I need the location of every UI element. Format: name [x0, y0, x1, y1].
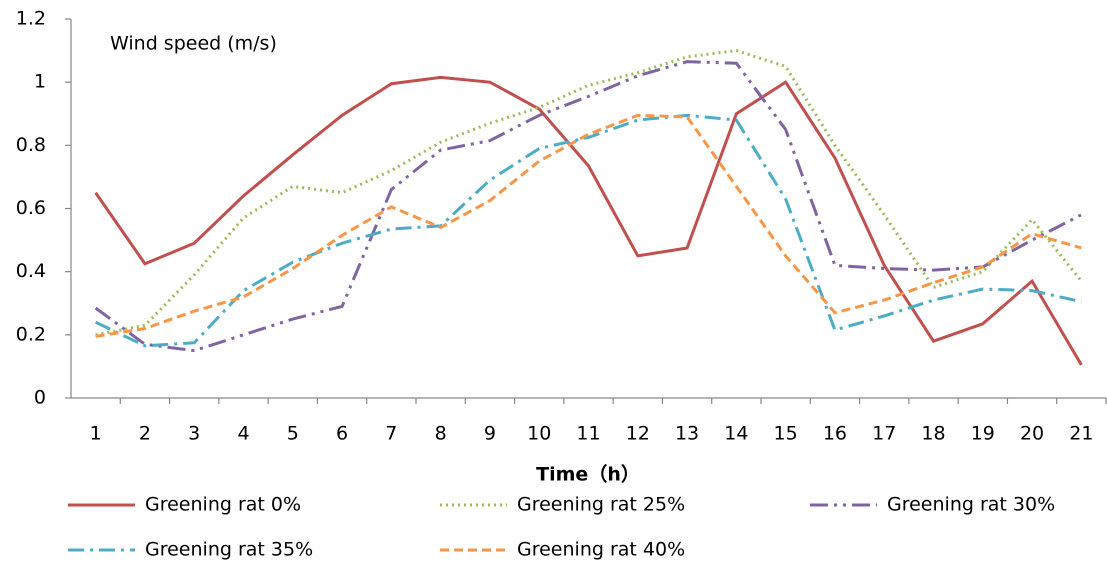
x-tick-label: 2	[139, 423, 151, 445]
x-tick-label: 19	[971, 423, 995, 445]
y-tick-label: 1	[34, 71, 46, 93]
x-tick-label: 3	[188, 423, 200, 445]
y-tick-label: 0.4	[16, 260, 46, 282]
x-tick-label: 10	[527, 423, 551, 445]
x-tick-label: 17	[872, 423, 896, 445]
legend-label: Greening rat 35%	[145, 539, 313, 561]
y-tick-label: 0.8	[16, 134, 46, 156]
series-line	[94, 75, 1083, 366]
x-tick-label: 7	[385, 423, 397, 445]
legend-label: Greening rat 25%	[517, 494, 685, 516]
x-tick-label: 20	[1020, 423, 1044, 445]
x-tick-label: 1	[90, 423, 102, 445]
x-tick-label: 4	[237, 423, 249, 445]
series-line	[95, 49, 1083, 337]
x-tick-label: 18	[921, 423, 945, 445]
x-tick-label: 11	[576, 423, 600, 445]
x-tick-label: 12	[626, 423, 650, 445]
y-tick-label: 0.2	[16, 323, 46, 345]
annotation: Wind speed (m/s)	[110, 33, 277, 55]
x-tick-label: 15	[774, 423, 798, 445]
legend-label: Greening rat 40%	[517, 539, 685, 561]
y-tick-label: 1.2	[16, 8, 46, 30]
x-tick-label: 9	[484, 423, 496, 445]
x-tick-label: 14	[724, 423, 748, 445]
x-axis-title: Time（h）	[536, 463, 640, 486]
x-tick-label: 5	[287, 423, 299, 445]
y-tick-label: 0	[34, 387, 46, 409]
legend-label: Greening rat 0%	[145, 494, 301, 516]
series-line	[94, 60, 1083, 353]
x-tick-label: 21	[1069, 423, 1093, 445]
series-line	[94, 113, 1082, 348]
x-tick-label: 8	[435, 423, 447, 445]
series-line	[95, 113, 1082, 338]
x-tick-label: 16	[823, 423, 847, 445]
legend-label: Greening rat 30%	[887, 494, 1055, 516]
y-tick-label: 0.6	[16, 197, 46, 219]
x-tick-label: 6	[336, 423, 348, 445]
x-tick-label: 13	[675, 423, 699, 445]
